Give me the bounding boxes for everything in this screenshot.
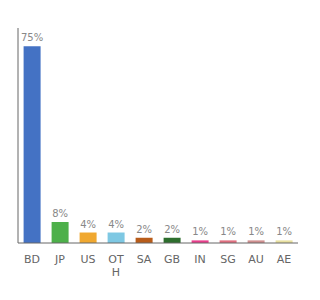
svg-text:JP: JP bbox=[54, 253, 65, 266]
svg-text:AE: AE bbox=[277, 253, 292, 266]
svg-text:IN: IN bbox=[194, 253, 205, 266]
svg-text:GB: GB bbox=[164, 253, 180, 266]
svg-text:BD: BD bbox=[24, 253, 40, 266]
svg-text:1%: 1% bbox=[220, 226, 236, 237]
svg-text:4%: 4% bbox=[80, 219, 96, 230]
svg-text:US: US bbox=[80, 253, 95, 266]
svg-text:SA: SA bbox=[137, 253, 152, 266]
svg-text:1%: 1% bbox=[248, 226, 264, 237]
svg-text:4%: 4% bbox=[108, 219, 124, 230]
svg-text:OTH: OTH bbox=[108, 253, 124, 279]
svg-text:2%: 2% bbox=[164, 224, 180, 235]
svg-text:1%: 1% bbox=[276, 226, 292, 237]
svg-text:SG: SG bbox=[220, 253, 236, 266]
svg-text:AU: AU bbox=[248, 253, 264, 266]
svg-text:1%: 1% bbox=[192, 226, 208, 237]
svg-text:75%: 75% bbox=[21, 32, 43, 43]
svg-text:2%: 2% bbox=[136, 224, 152, 235]
svg-text:8%: 8% bbox=[52, 208, 68, 219]
